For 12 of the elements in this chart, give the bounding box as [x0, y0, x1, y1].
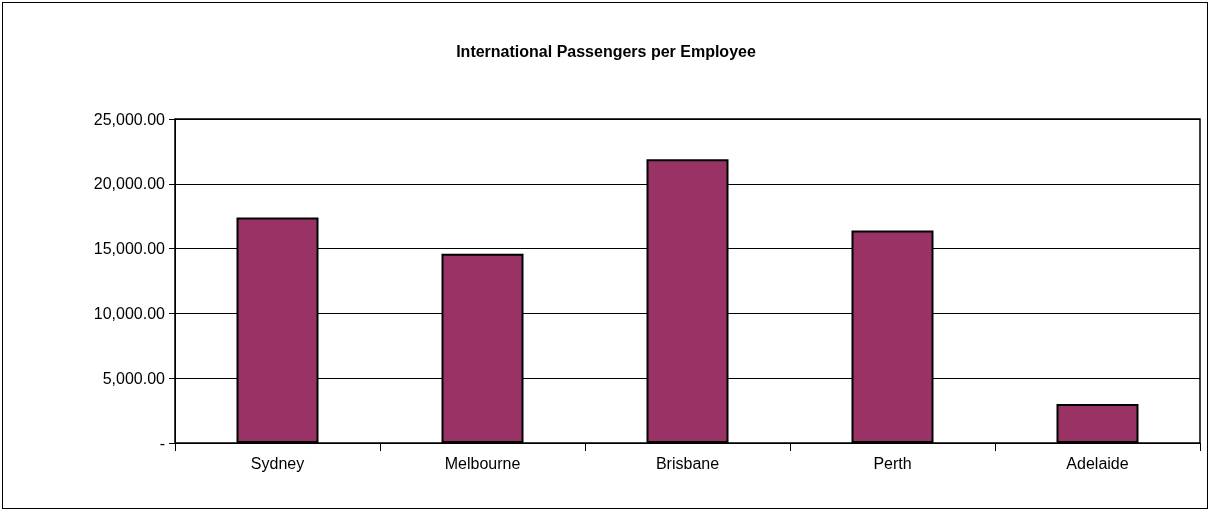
y-tick-label: -	[159, 434, 165, 452]
y-tick-label: 10,000.00	[93, 304, 166, 322]
chart-title: International Passengers per Employee	[456, 42, 756, 60]
y-tick-label: 20,000.00	[93, 175, 166, 193]
x-tick-label: Brisbane	[655, 454, 720, 472]
y-tick-label: 5,000.00	[102, 369, 166, 387]
y-tick-label: 25,000.00	[93, 110, 166, 128]
x-tick-label: Perth	[873, 454, 912, 472]
x-tick-label: Sydney	[250, 454, 305, 472]
x-tick-label: Melbourne	[444, 454, 521, 472]
y-tick-label: 15,000.00	[93, 240, 166, 258]
x-tick-label: Adelaide	[1066, 454, 1129, 472]
